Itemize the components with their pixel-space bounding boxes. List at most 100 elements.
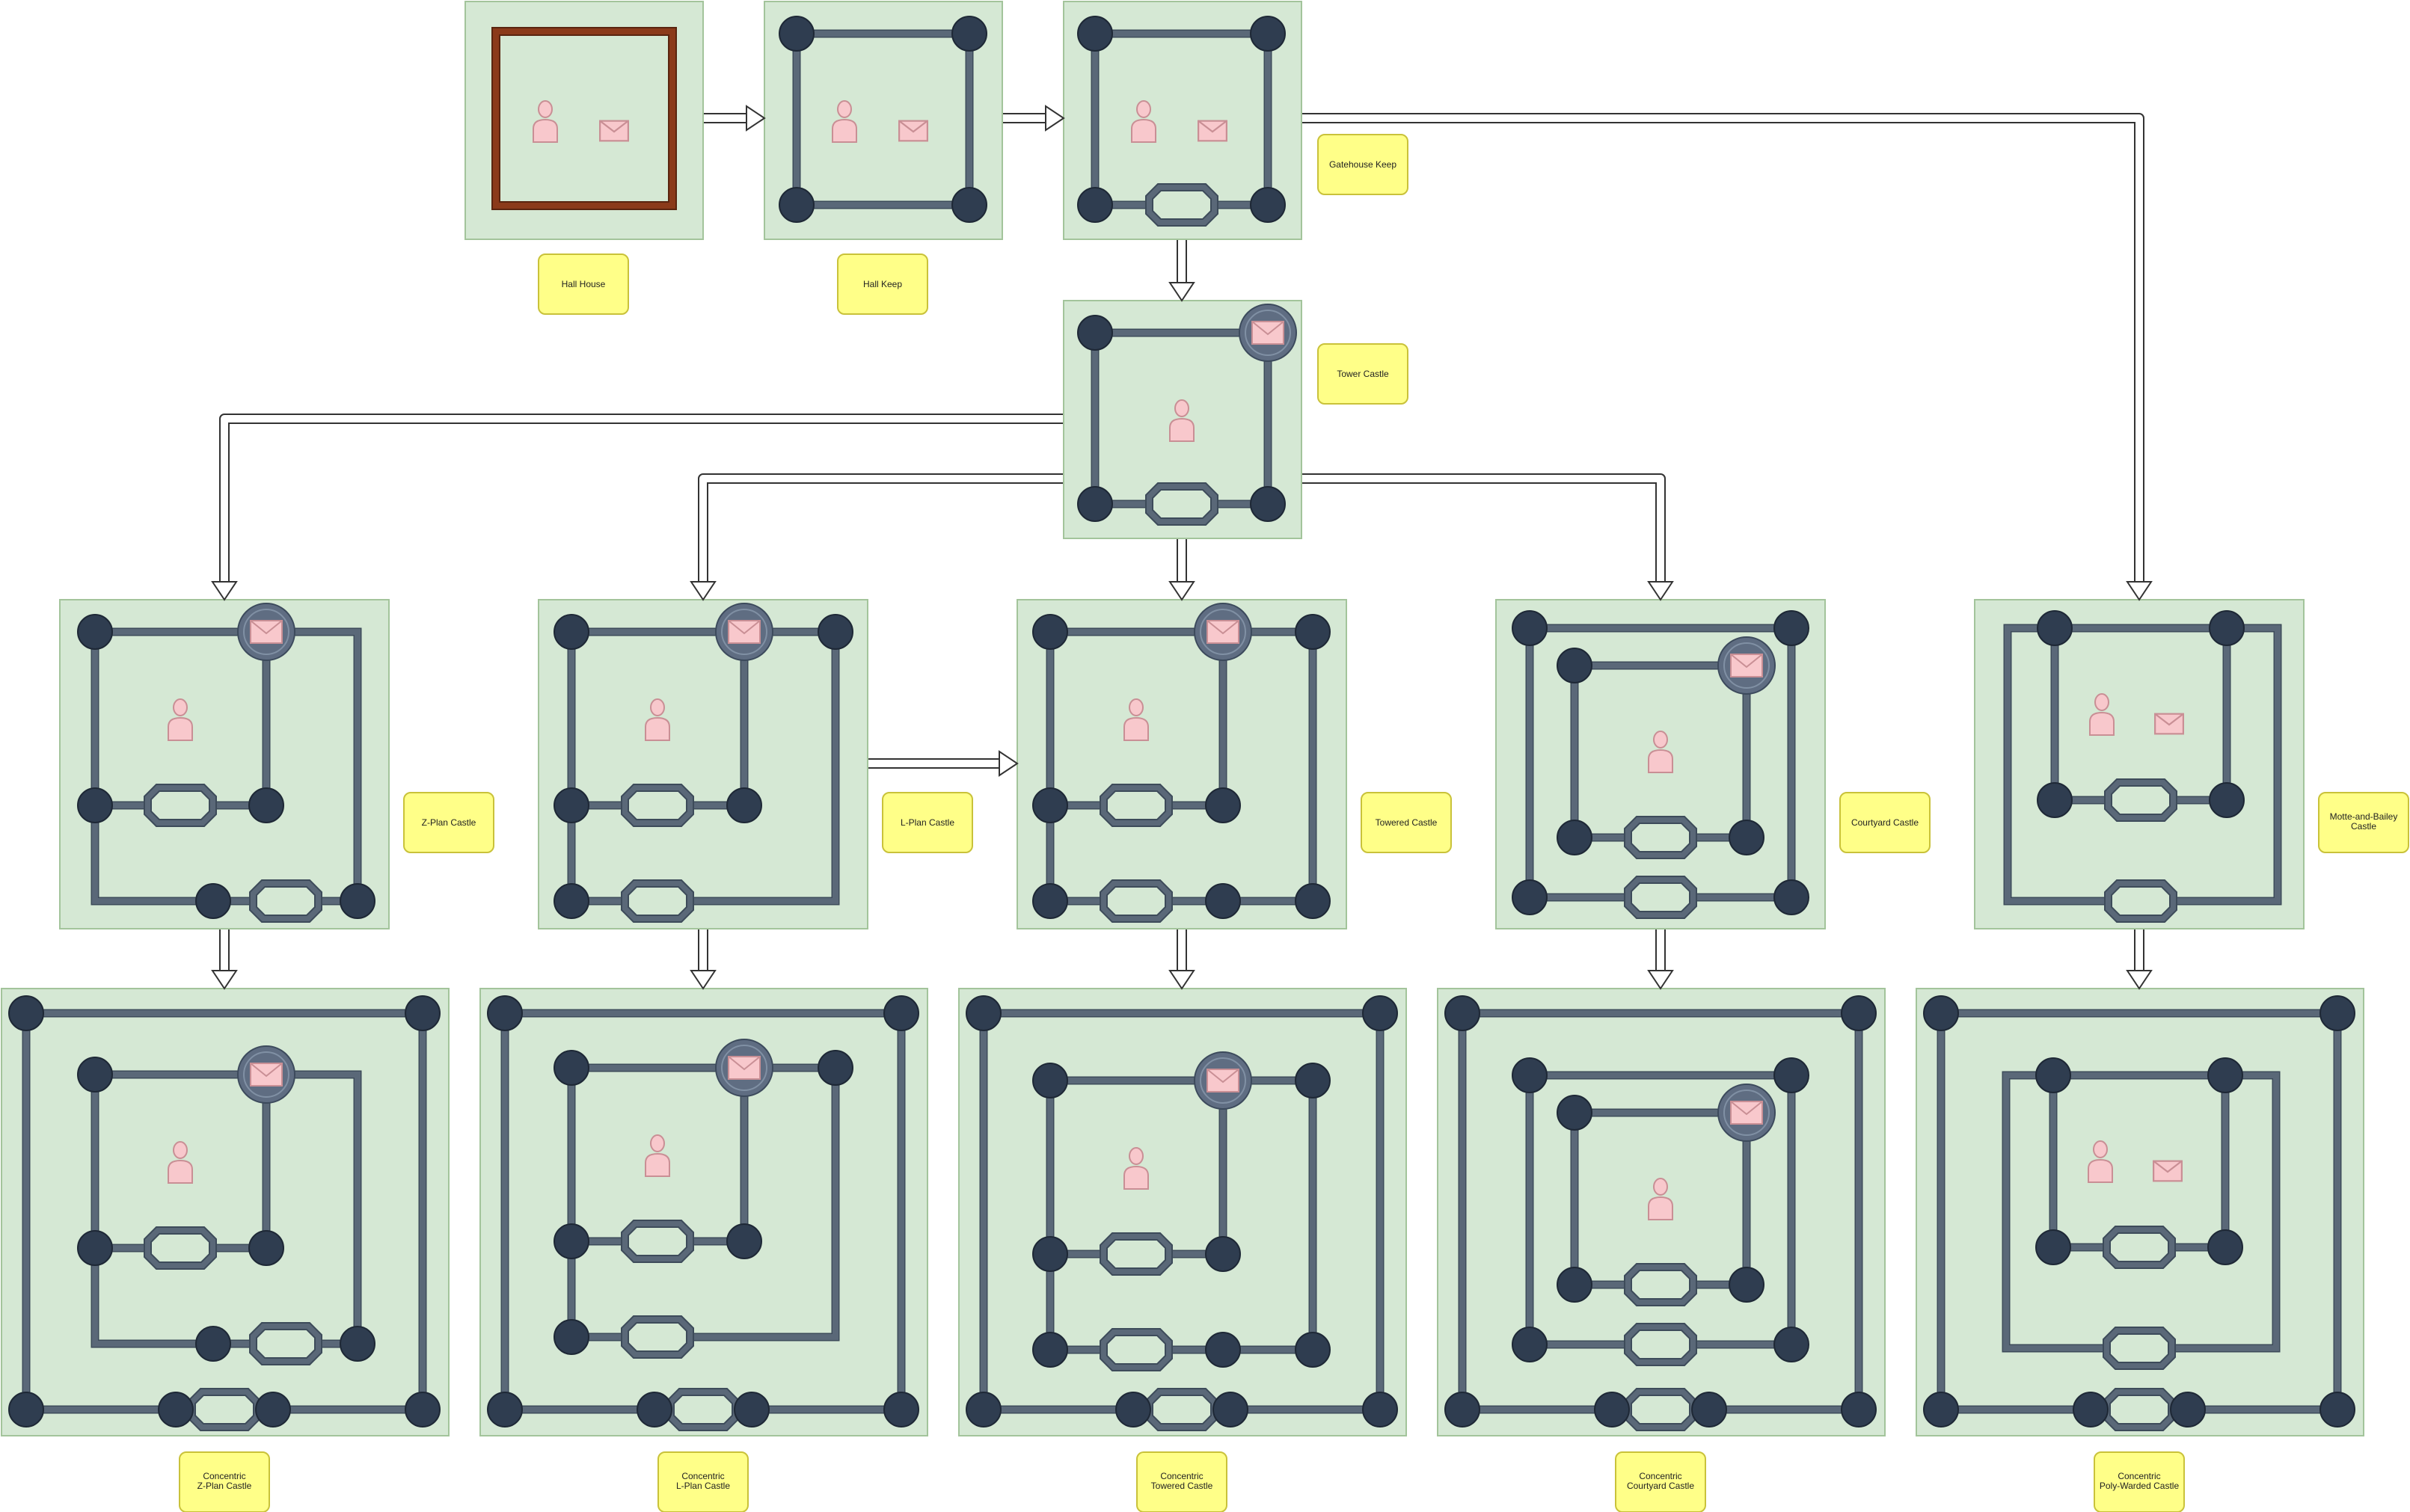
gatehouse-passage bbox=[1152, 190, 1212, 220]
arrow-tower-to-towered bbox=[1168, 539, 1195, 601]
corner-tower bbox=[1032, 1063, 1068, 1098]
corner-tower bbox=[1295, 1063, 1331, 1098]
label-box bbox=[882, 792, 973, 853]
corner-tower bbox=[1691, 1392, 1727, 1428]
arrow-shaft-outline bbox=[698, 473, 1063, 582]
gatehouse bbox=[621, 1315, 694, 1359]
panel-z-plan bbox=[59, 599, 390, 929]
gatehouse-passage bbox=[1106, 1239, 1166, 1269]
arrow-hall-keep-to-gatehouse-keep bbox=[1003, 105, 1065, 132]
label-box bbox=[403, 792, 494, 853]
corner-tower bbox=[1512, 610, 1548, 646]
keep-envelope-icon bbox=[1730, 654, 1763, 677]
corner-tower bbox=[2035, 1229, 2071, 1265]
corner-tower bbox=[637, 1392, 672, 1428]
arrow-head bbox=[1647, 581, 1674, 601]
envelope-icon bbox=[1197, 120, 1228, 142]
gatehouse bbox=[2103, 1226, 2176, 1269]
corner-tower bbox=[1594, 1392, 1630, 1428]
corner-tower bbox=[966, 995, 1002, 1031]
arrow-z-to-concentric-z bbox=[211, 929, 238, 990]
label-box bbox=[1615, 1451, 1706, 1512]
envelope-icon bbox=[598, 120, 630, 142]
gatehouse bbox=[1624, 1388, 1697, 1431]
gatehouse-passage bbox=[673, 1395, 733, 1425]
gatehouse bbox=[188, 1388, 261, 1431]
corner-tower bbox=[1250, 486, 1286, 522]
corner-tower bbox=[1032, 1236, 1068, 1272]
gatehouse bbox=[666, 1388, 740, 1431]
corner-tower bbox=[1773, 1057, 1809, 1093]
label-box bbox=[2318, 792, 2409, 853]
arrow-shaft-outline bbox=[219, 414, 1063, 582]
corner-tower bbox=[1362, 1392, 1398, 1428]
corner-tower bbox=[554, 1050, 589, 1086]
corner-tower bbox=[195, 1326, 231, 1362]
corner-tower bbox=[1841, 1392, 1877, 1428]
arrow-tower-to-z-plan bbox=[211, 414, 1063, 601]
panel-towered bbox=[1017, 599, 1347, 929]
arrow-shaft-outline bbox=[1302, 113, 2144, 582]
labels-layer: Hall House Hall Keep Gatehouse Keep Tower C… bbox=[179, 134, 2409, 1512]
gatehouse-passage bbox=[1152, 1395, 1212, 1425]
corner-tower bbox=[1841, 995, 1877, 1031]
corner-tower bbox=[77, 1230, 113, 1266]
label-text: L-Plan Castle bbox=[901, 817, 954, 828]
corner-tower bbox=[818, 1050, 853, 1086]
corner-tower bbox=[554, 787, 589, 823]
gatehouse bbox=[1145, 183, 1218, 227]
label-hall-keep: Hall Keep bbox=[837, 253, 928, 315]
gatehouse bbox=[621, 1220, 694, 1263]
gatehouse bbox=[1100, 1232, 1173, 1276]
corner-tower bbox=[1773, 879, 1809, 915]
label-text: Poly-Warded Castle bbox=[2100, 1481, 2180, 1491]
gatehouse-passage bbox=[628, 790, 687, 820]
arrow-head bbox=[2126, 581, 2153, 601]
arrow-hall-house-to-hall-keep bbox=[704, 105, 766, 132]
keep-envelope-icon bbox=[250, 1063, 283, 1087]
corner-tower bbox=[734, 1392, 770, 1428]
corner-tower bbox=[248, 1230, 284, 1266]
corner-tower bbox=[405, 995, 441, 1031]
keep-envelope-icon bbox=[1206, 620, 1239, 644]
corner-tower bbox=[1205, 1332, 1241, 1368]
arrow-head bbox=[1168, 581, 1195, 601]
label-box bbox=[837, 253, 928, 315]
corner-tower bbox=[8, 1392, 44, 1428]
gatehouses-layer bbox=[144, 183, 2177, 1431]
label-text: Concentric bbox=[2118, 1471, 2160, 1481]
corner-tower bbox=[1557, 820, 1592, 855]
label-text: Courtyard Castle bbox=[1851, 817, 1919, 828]
corner-tower bbox=[8, 995, 44, 1031]
gatehouse-passage bbox=[628, 1226, 687, 1256]
label-text: Gatehouse Keep bbox=[1329, 159, 1396, 170]
corner-tower bbox=[2170, 1392, 2206, 1428]
corner-tower bbox=[487, 995, 523, 1031]
corner-tower bbox=[1250, 16, 1286, 52]
curtain-wall bbox=[262, 627, 362, 906]
arrow-l-to-concentric-l bbox=[690, 929, 717, 990]
panel-concentric-z bbox=[1, 988, 450, 1436]
label-z-plan: Z-Plan Castle bbox=[403, 792, 494, 853]
corner-tower bbox=[248, 787, 284, 823]
arrow-head bbox=[690, 581, 717, 601]
label-text: Concentric bbox=[681, 1471, 724, 1481]
corner-tower bbox=[77, 787, 113, 823]
gatehouse-passage bbox=[1631, 1395, 1690, 1425]
keep-envelope-icon bbox=[1206, 1069, 1239, 1092]
label-hall-house: Hall House bbox=[538, 253, 629, 315]
gatehouse bbox=[1624, 876, 1697, 919]
gatehouse bbox=[1624, 1263, 1697, 1306]
label-gatehouse-keep: Gatehouse Keep bbox=[1317, 134, 1408, 195]
corner-tower bbox=[2319, 995, 2355, 1031]
corner-tower bbox=[1077, 187, 1113, 223]
corner-tower bbox=[1032, 614, 1068, 650]
arrow-head bbox=[211, 970, 238, 990]
corner-tower bbox=[1362, 995, 1398, 1031]
gatehouse-passage bbox=[1106, 1335, 1166, 1365]
